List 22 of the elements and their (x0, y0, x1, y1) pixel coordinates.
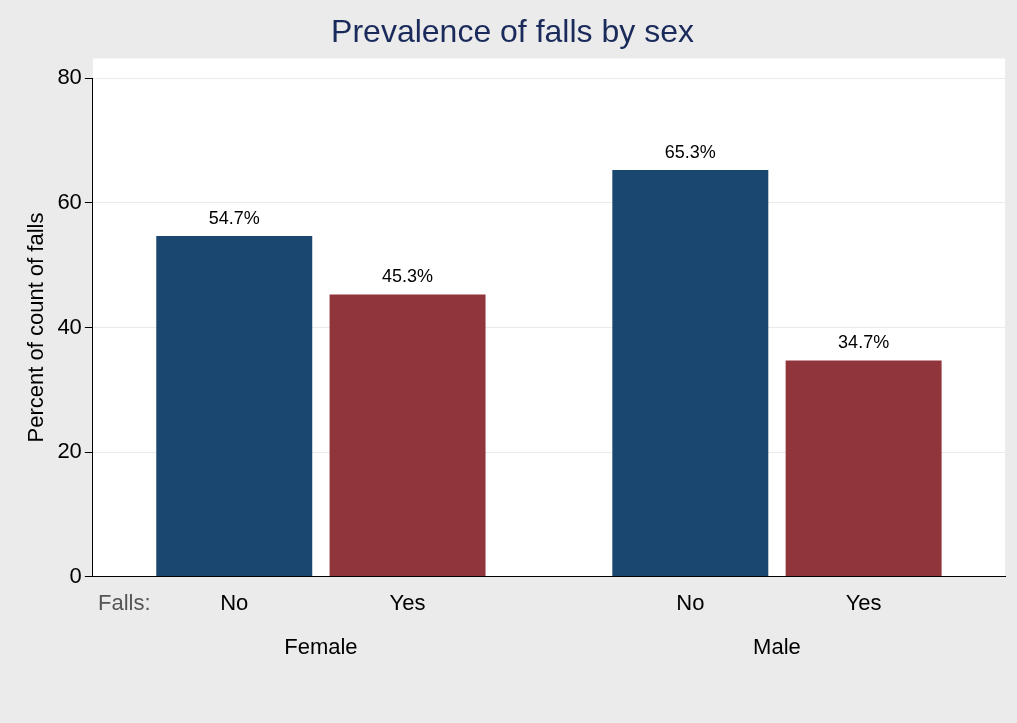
y-tick-label: 0 (69, 562, 82, 588)
bar (612, 169, 769, 577)
series-label: No (220, 589, 249, 615)
y-tick-label: 40 (57, 313, 82, 339)
x-tick-label: Male (753, 633, 801, 659)
bar (329, 294, 486, 577)
legend-title: Falls: (98, 589, 151, 615)
data-label: 34.7% (838, 332, 890, 353)
data-label: 65.3% (664, 141, 716, 162)
bar (156, 235, 313, 577)
y-tick-label: 20 (57, 438, 82, 464)
y-tick-label: 60 (57, 189, 82, 215)
y-tick-label: 80 (57, 64, 82, 90)
data-label: 54.7% (208, 207, 260, 228)
series-label: Yes (389, 589, 426, 615)
text: No (676, 589, 705, 615)
y-axis-title: Percent of count of falls (23, 212, 49, 443)
text: Yes (845, 589, 882, 615)
data-label: 45.3% (382, 266, 434, 287)
chart-title: Prevalence of falls by sex (331, 13, 694, 50)
x-tick-label: Female (284, 633, 358, 659)
bar (785, 360, 942, 577)
